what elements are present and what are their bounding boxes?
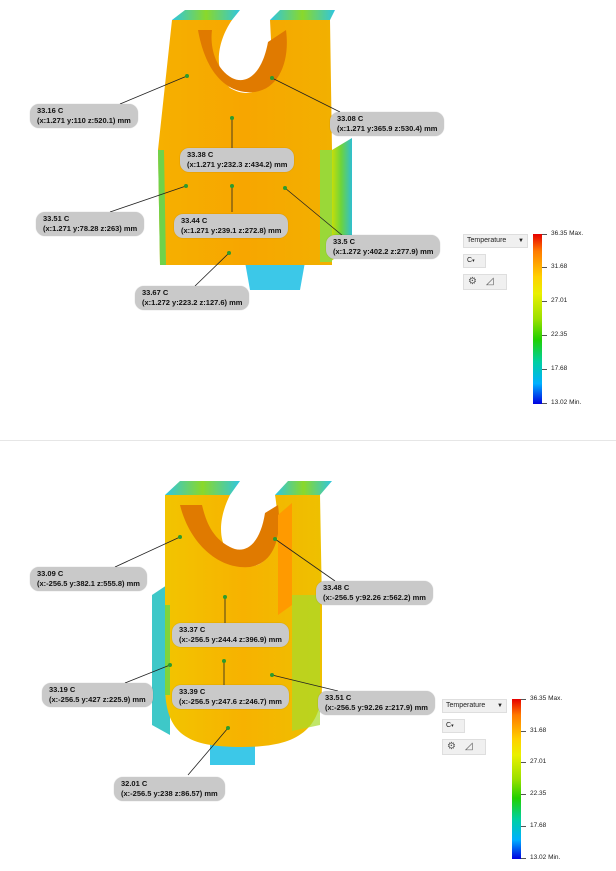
probe-coordinates: (x:1.272 y:223.2 z:127.6) mm <box>142 297 243 307</box>
probe-coordinates: (x:-256.5 y:92.26 z:217.9) mm <box>325 702 428 712</box>
triangle-ruler-icon[interactable]: ◿ <box>465 741 473 752</box>
color-legend: Temperature ▼ C▾ ⚙ ◿ 36.35 Max. 31.68 27… <box>442 695 580 871</box>
scale-min-label: 13.02 Min. <box>530 854 561 861</box>
color-legend: Temperature ▼ C▾ ⚙ ◿ 36.35 Max. 31.68 27… <box>463 230 613 414</box>
probe-temperature: 33.37 C <box>179 625 206 634</box>
unit-dropdown[interactable]: C▾ <box>463 254 486 268</box>
top-edge-right <box>275 481 332 495</box>
probe-temperature: 33.19 C <box>49 685 76 694</box>
mounting-tab <box>245 262 305 290</box>
probe-coordinates: (x:-256.5 y:427 z:225.9) mm <box>49 694 146 704</box>
probe-coordinates: (x:-256.5 y:238 z:86.57) mm <box>121 788 218 798</box>
probe-temperature: 33.09 C <box>37 569 64 578</box>
caret-down-icon: ▼ <box>497 703 503 709</box>
thermal-model-render[interactable] <box>0 0 616 440</box>
result-type-dropdown[interactable]: Temperature ▼ <box>442 699 507 713</box>
scale-min-label: 13.02 Min. <box>551 399 582 406</box>
top-edge-left <box>165 481 240 495</box>
probe-label[interactable]: 33.38 C (x:1.271 y:232.3 z:434.2) mm <box>180 148 295 172</box>
probe-label[interactable]: 33.08 C (x:1.271 y:365.9 z:530.4) mm <box>330 112 445 136</box>
probe-temperature: 33.51 C <box>325 693 352 702</box>
scale-tick-label: 22.35 <box>551 331 568 338</box>
part-body <box>158 20 332 265</box>
probe-label[interactable]: 33.39 C (x:-256.5 y:247.6 z:246.7) mm <box>172 685 289 709</box>
triangle-ruler-icon[interactable]: ◿ <box>486 276 494 287</box>
top-edge-right <box>270 10 335 20</box>
probe-coordinates: (x:1.271 y:239.1 z:272.8) mm <box>181 225 282 235</box>
caret-down-icon: ▼ <box>518 238 524 244</box>
probe-label[interactable]: 33.37 C (x:-256.5 y:244.4 z:396.9) mm <box>172 623 289 647</box>
probe-coordinates: (x:-256.5 y:244.4 z:396.9) mm <box>179 634 282 644</box>
probe-temperature: 33.5 C <box>333 237 356 246</box>
unit-value: C <box>446 722 452 729</box>
probe-temperature: 33.48 C <box>323 583 350 592</box>
result-type-dropdown[interactable]: Temperature ▼ <box>463 234 528 248</box>
probe-coordinates: (x:1.271 y:232.3 z:434.2) mm <box>187 159 288 169</box>
top-edge-left <box>172 10 240 20</box>
probe-temperature: 33.39 C <box>179 687 206 696</box>
result-type-value: Temperature <box>446 702 486 709</box>
probe-coordinates: (x:1.271 y:110 z:520.1) mm <box>37 115 131 125</box>
thermal-model-render[interactable] <box>20 455 580 871</box>
probe-temperature: 33.44 C <box>181 216 208 225</box>
scale-tick-label: 22.35 <box>530 790 547 797</box>
probe-coordinates: (x:1.271 y:365.9 z:530.4) mm <box>337 123 438 133</box>
probe-coordinates: (x:-256.5 y:247.6 z:246.7) mm <box>179 696 282 706</box>
probe-label[interactable]: 33.19 C (x:-256.5 y:427 z:225.9) mm <box>42 683 153 707</box>
gear-icon[interactable]: ⚙ <box>447 741 456 752</box>
legend-tools: ⚙ ◿ <box>442 739 486 755</box>
legend-tools: ⚙ ◿ <box>463 274 507 290</box>
probe-label[interactable]: 33.67 C (x:1.272 y:223.2 z:127.6) mm <box>135 286 250 310</box>
probe-label[interactable]: 33.16 C (x:1.271 y:110 z:520.1) mm <box>30 104 138 128</box>
probe-coordinates: (x:-256.5 y:92.26 z:562.2) mm <box>323 592 426 602</box>
probe-label[interactable]: 33.51 C (x:1.271 y:78.28 z:263) mm <box>36 212 145 236</box>
cutout <box>180 505 280 568</box>
scale-tick-label: 17.68 <box>551 365 568 372</box>
scale-tick-label: 31.68 <box>530 727 547 734</box>
probe-coordinates: (x:-256.5 y:382.1 z:555.8) mm <box>37 578 140 588</box>
color-scale-bar <box>533 234 542 404</box>
gear-icon[interactable]: ⚙ <box>468 276 477 287</box>
scale-tick-label: 27.01 <box>530 758 547 765</box>
scale-max-label: 36.35 Max. <box>530 695 563 702</box>
scale-max-label: 36.35 Max. <box>551 230 584 237</box>
probe-temperature: 33.08 C <box>337 114 364 123</box>
probe-label[interactable]: 32.01 C (x:-256.5 y:238 z:86.57) mm <box>114 777 225 801</box>
probe-temperature: 33.16 C <box>37 106 64 115</box>
probe-temperature: 33.38 C <box>187 150 214 159</box>
probe-temperature: 33.51 C <box>43 214 70 223</box>
result-view-top: 33.16 C (x:1.271 y:110 z:520.1) mm 33.08… <box>0 0 616 441</box>
scale-tick-label: 27.01 <box>551 297 568 304</box>
unit-dropdown[interactable]: C▾ <box>442 719 465 733</box>
probe-temperature: 33.67 C <box>142 288 169 297</box>
scale-tick-label: 17.68 <box>530 822 547 829</box>
color-scale-bar <box>512 699 521 859</box>
result-view-bottom: 33.09 C (x:-256.5 y:382.1 z:555.8) mm 33… <box>20 455 580 871</box>
probe-temperature: 32.01 C <box>121 779 148 788</box>
side-face <box>330 138 352 262</box>
scale-tick-label: 31.68 <box>551 263 568 270</box>
probe-label[interactable]: 33.51 C (x:-256.5 y:92.26 z:217.9) mm <box>318 691 435 715</box>
unit-value: C <box>467 257 473 264</box>
probe-label[interactable]: 33.44 C (x:1.271 y:239.1 z:272.8) mm <box>174 214 289 238</box>
probe-label[interactable]: 33.09 C (x:-256.5 y:382.1 z:555.8) mm <box>30 567 147 591</box>
probe-coordinates: (x:1.272 y:402.2 z:277.9) mm <box>333 246 434 256</box>
probe-label[interactable]: 33.48 C (x:-256.5 y:92.26 z:562.2) mm <box>316 581 433 605</box>
probe-coordinates: (x:1.271 y:78.28 z:263) mm <box>43 223 138 233</box>
result-type-value: Temperature <box>467 237 507 244</box>
cutout <box>198 30 287 93</box>
probe-label[interactable]: 33.5 C (x:1.272 y:402.2 z:277.9) mm <box>326 235 441 259</box>
